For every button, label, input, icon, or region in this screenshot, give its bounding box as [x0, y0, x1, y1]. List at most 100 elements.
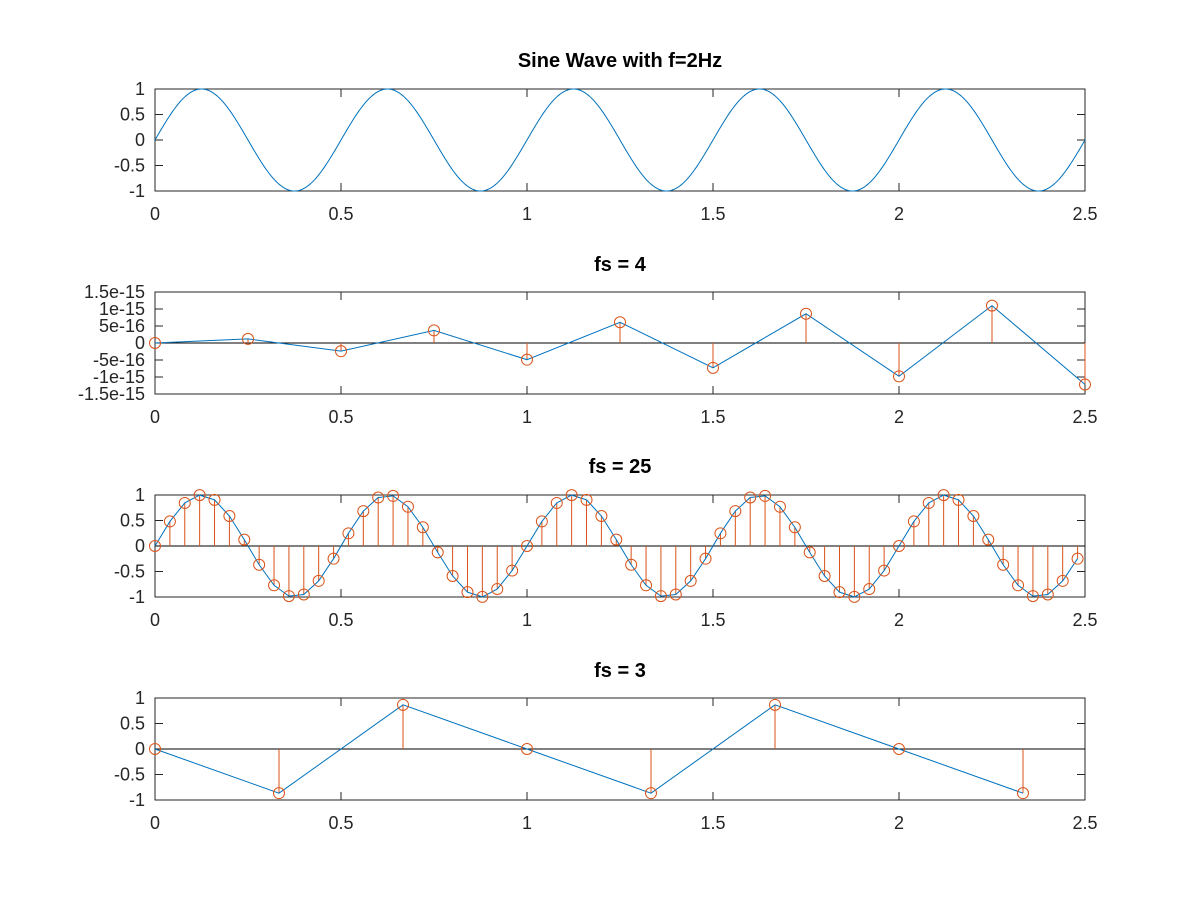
y-tick-label: -0.5: [114, 562, 145, 582]
y-tick-label: 1: [135, 485, 145, 505]
stem-marker: [610, 533, 623, 546]
stem-marker: [506, 564, 519, 577]
stem-marker: [759, 489, 772, 502]
x-tick-label: 1.5: [700, 204, 725, 224]
stem-marker: [535, 515, 548, 528]
x-tick-label: 1.5: [700, 813, 725, 833]
stem-marker: [1016, 787, 1029, 800]
x-tick-label: 0: [150, 204, 160, 224]
stem-marker: [461, 586, 474, 599]
stem-marker: [669, 588, 682, 601]
stem-marker: [372, 491, 385, 504]
stem-marker: [714, 527, 727, 540]
stem-marker: [327, 552, 340, 565]
y-tick-label: 1e-15: [99, 299, 145, 319]
y-tick-label: 1: [135, 688, 145, 708]
stem-marker: [893, 743, 905, 755]
subplot-1: Sine Wave with f=2Hz 0 0.5 1 1.5 2 2.5 1 0.5 0 -0…: [114, 50, 1098, 224]
x-tick-label: 0.5: [328, 204, 353, 224]
x-tick-label: 2.5: [1072, 813, 1097, 833]
x-tick-label: 1.5: [700, 610, 725, 630]
stem-marker: [282, 590, 295, 603]
stem-marker: [272, 787, 285, 800]
stem-marker: [521, 743, 533, 755]
subplot-4: fs = 3 0 0.5 1 1.5 2 2.5 1 0.5 0 -0.5 -1: [114, 660, 1098, 833]
y-tick-label: 5e-16: [99, 316, 145, 336]
stem-marker: [952, 493, 965, 506]
y-tick-label: 0: [135, 536, 145, 556]
subplot-1-title: Sine Wave with f=2Hz: [518, 50, 722, 72]
series-line: [154, 88, 1086, 192]
stem-marker: [565, 489, 578, 502]
stem-marker: [149, 337, 161, 349]
y-tick-label: 0.5: [120, 714, 145, 734]
stem-marker: [833, 586, 846, 599]
stem-marker: [893, 370, 905, 383]
stem-marker: [580, 493, 593, 506]
x-tick-label: 1: [522, 407, 532, 427]
stem-marker: [907, 515, 920, 528]
x-tick-label: 0: [150, 610, 160, 630]
stem-marker: [163, 515, 176, 528]
y-tick-label: -0.5: [114, 765, 145, 785]
y-tick-label: -1.5e-15: [78, 384, 145, 404]
x-tick-label: 1: [522, 813, 532, 833]
stem-marker: [178, 496, 191, 509]
x-tick-label: 0.5: [328, 610, 353, 630]
stem-marker: [707, 361, 719, 374]
stem-marker: [625, 558, 638, 571]
stem-marker: [878, 564, 891, 577]
y-tick-label: -1: [129, 587, 145, 607]
series-line: [154, 704, 1024, 794]
stem-marker: [1041, 588, 1054, 601]
stem-marker: [521, 353, 533, 366]
y-tick-label: -1: [129, 181, 145, 201]
stem-marker: [428, 324, 440, 337]
stem-marker: [238, 533, 251, 546]
stem-marker: [149, 743, 161, 755]
stem-marker: [446, 569, 459, 582]
y-tick-label: -1e-15: [93, 367, 145, 387]
stem-marker: [769, 698, 782, 711]
y-tick-label: 0: [135, 739, 145, 759]
stem-marker: [253, 558, 266, 571]
stem-marker: [654, 590, 667, 603]
x-tick-label: 2: [894, 813, 904, 833]
stem-marker: [848, 590, 861, 603]
stem-marker: [937, 489, 950, 502]
stem-marker: [431, 546, 444, 559]
stem-marker: [242, 332, 254, 345]
subplot-2-axes: 0 0.5 1 1.5 2 2.51.5e-151e-155e-160-5e-16-1e-…: [78, 282, 1098, 427]
stem-marker: [640, 579, 653, 592]
y-tick-label: 0.5: [120, 511, 145, 531]
stem-marker: [644, 787, 657, 800]
x-tick-label: 1: [522, 204, 532, 224]
stem-marker: [297, 588, 310, 601]
stem-marker: [357, 505, 370, 518]
x-tick-label: 1.5: [700, 407, 725, 427]
x-tick-label: 2.5: [1072, 204, 1097, 224]
stem-marker: [550, 496, 563, 509]
stem-marker: [1079, 378, 1091, 391]
x-tick-label: 0: [150, 813, 160, 833]
subplot-1-axes: 0 0.5 1 1.5 2 2.5 1 0.5 0 -0.5 -1: [114, 79, 1098, 224]
stem-marker: [699, 552, 712, 565]
stem-marker: [595, 510, 608, 523]
subplot-2: fs = 4 0 0.5 1 1.5 2 2.51.5e-151e-155e-160-5e…: [78, 254, 1098, 427]
y-tick-label: 0: [135, 130, 145, 150]
y-tick-label: 0.5: [120, 105, 145, 125]
x-tick-label: 2: [894, 204, 904, 224]
stem-marker: [335, 345, 347, 358]
stem-marker: [986, 299, 998, 312]
y-tick-label: 0: [135, 333, 145, 353]
stem-marker: [684, 574, 697, 587]
stem-marker: [893, 540, 905, 552]
y-tick-label: 1.5e-15: [84, 282, 145, 302]
stem-marker: [818, 569, 831, 582]
stem-marker: [312, 574, 325, 587]
stem-marker: [863, 583, 876, 596]
subplot-2-title: fs = 4: [594, 254, 647, 276]
stem-marker: [922, 496, 935, 509]
y-tick-label: -1: [129, 790, 145, 810]
